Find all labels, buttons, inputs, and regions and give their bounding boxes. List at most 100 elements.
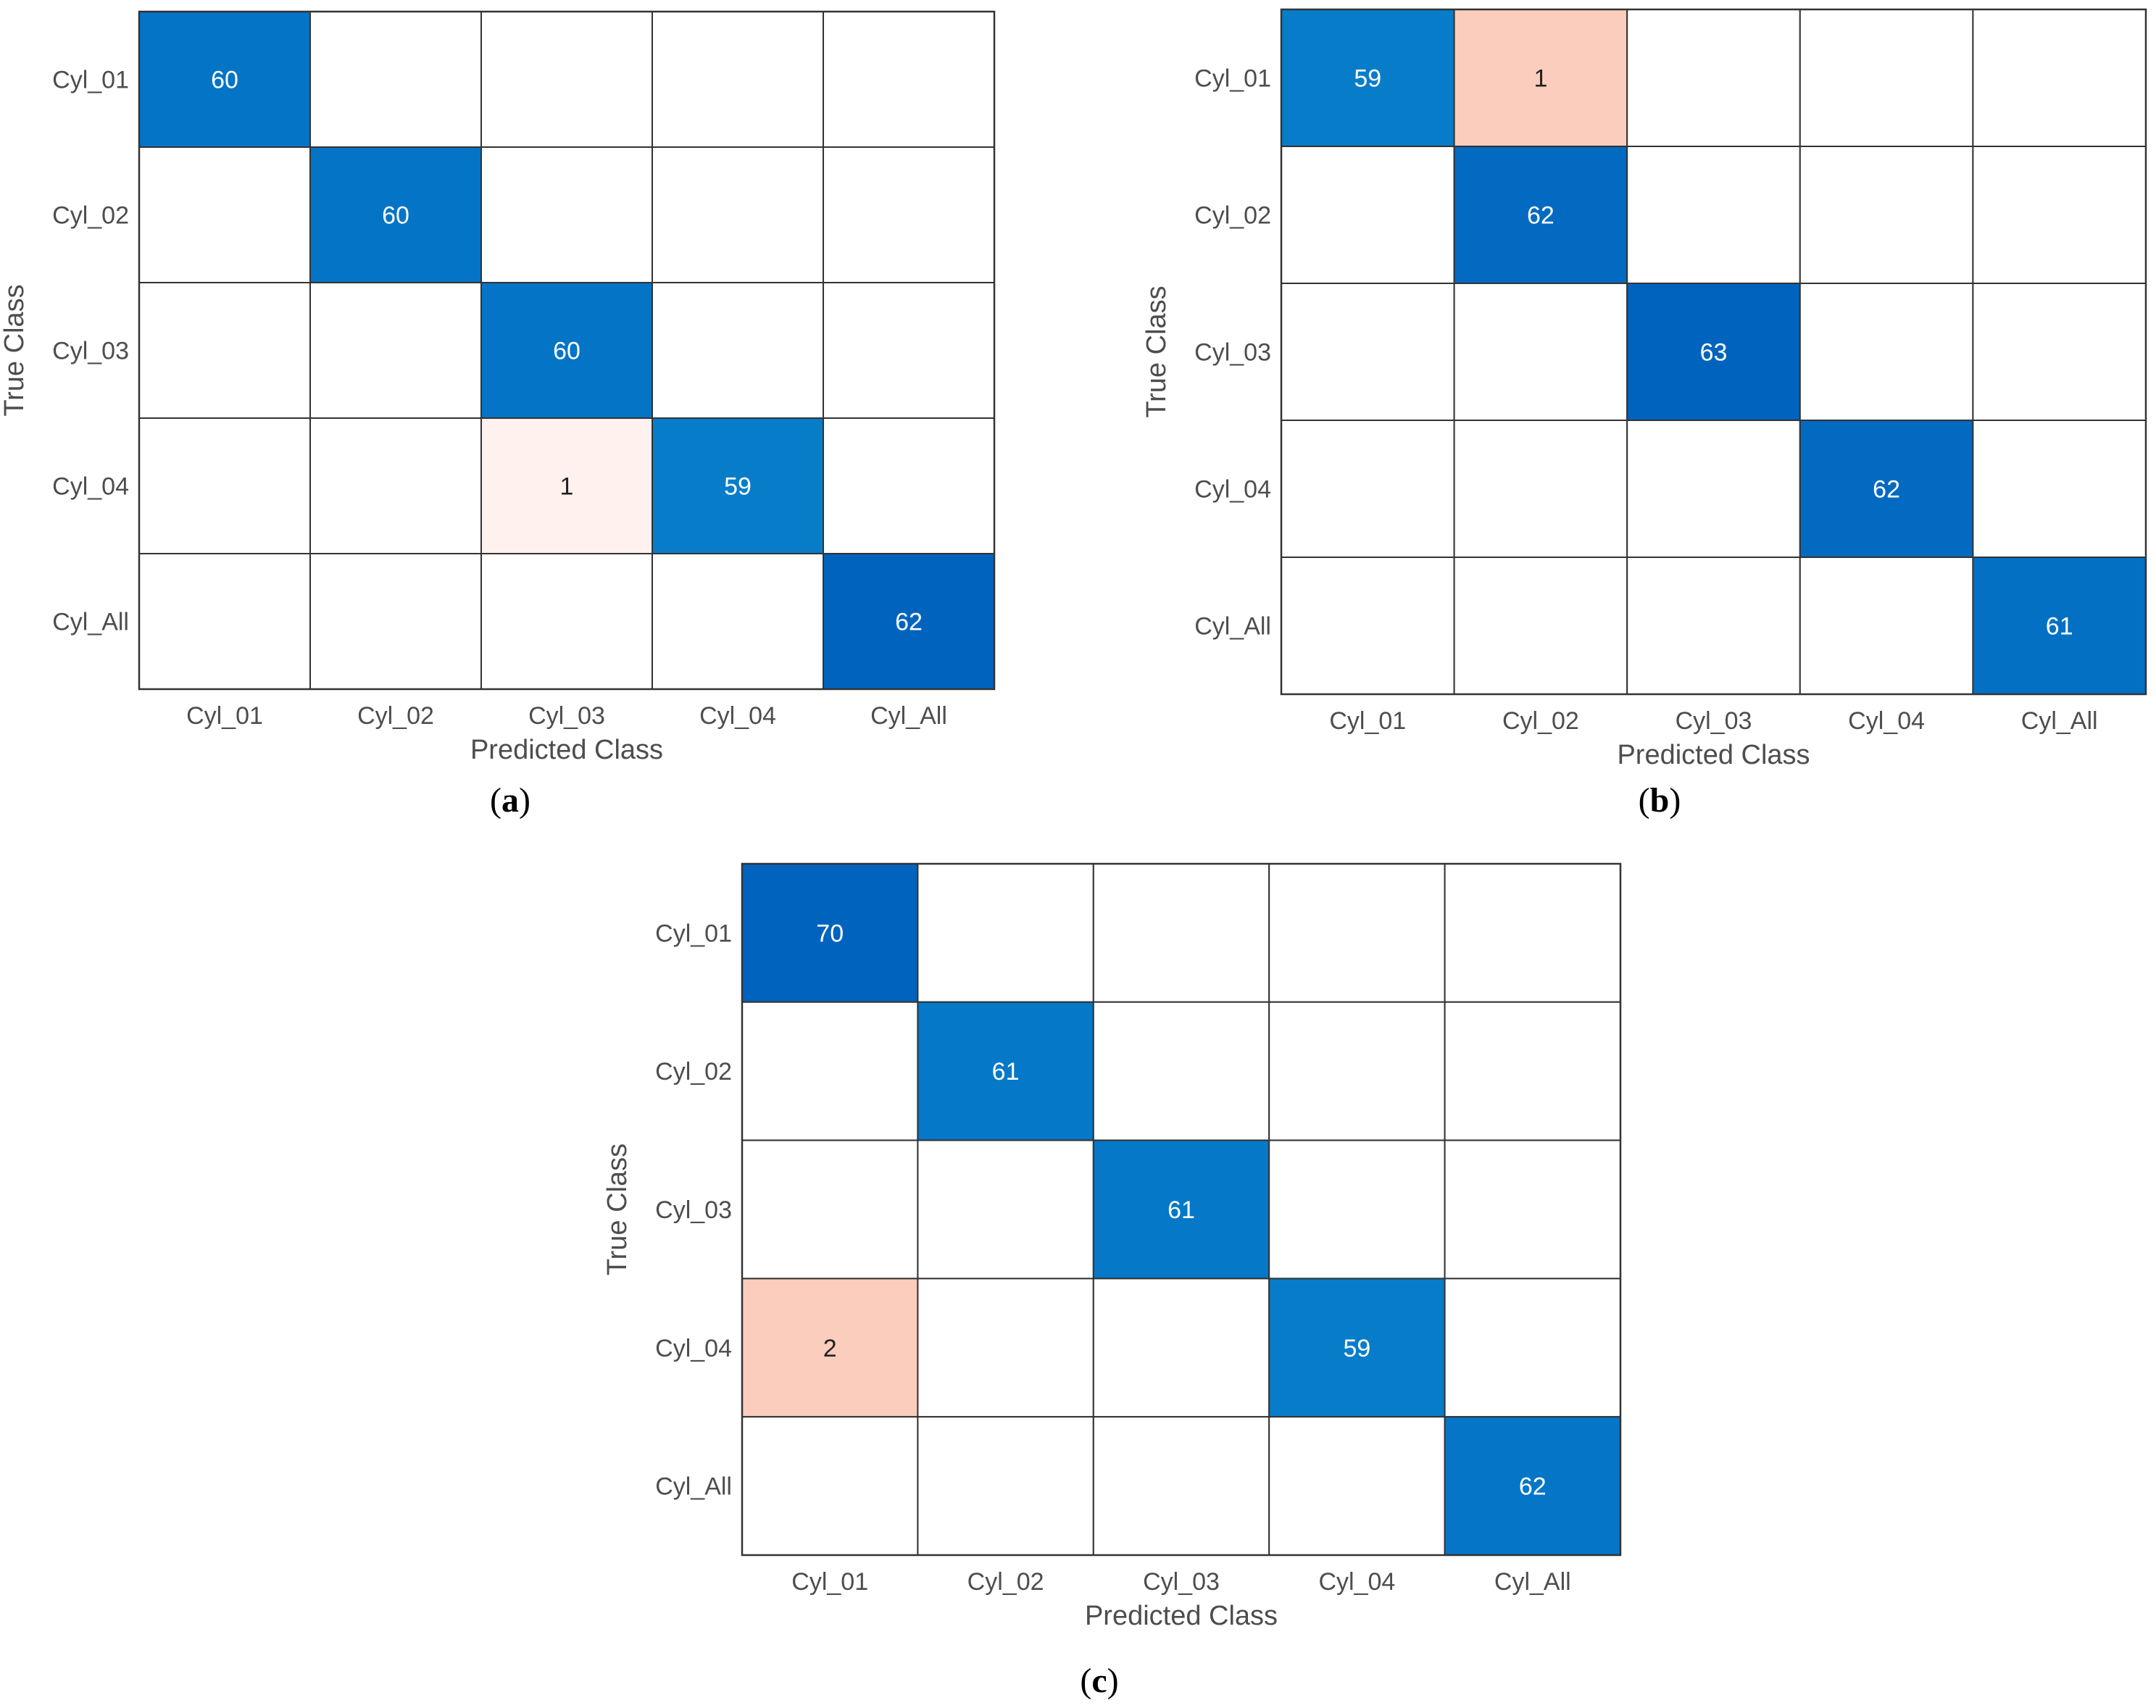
y-tick-label: Cyl_All [1194, 613, 1271, 641]
cell-4-4 [823, 553, 995, 690]
y-tick-label: Cyl_04 [655, 1335, 732, 1362]
cell-2-3 [1268, 1139, 1446, 1280]
cell-value: 62 [1519, 1473, 1547, 1501]
cell-2-3 [652, 282, 824, 419]
cell-0-0 [741, 863, 919, 1003]
cell-4-3 [1268, 1416, 1446, 1556]
panel-caption: (a) [490, 781, 530, 820]
x-tick-label: Cyl_All [2021, 707, 2098, 735]
cell-1-0 [138, 146, 311, 283]
cell-value: 70 [816, 920, 844, 947]
cell-1-4 [1972, 146, 2147, 284]
cell-4-0 [1281, 557, 1455, 695]
cell-3-0 [741, 1278, 919, 1418]
x-tick-label: Cyl_01 [1329, 707, 1406, 735]
cell-4-1 [309, 553, 482, 690]
y-tick-label: Cyl_All [655, 1473, 732, 1501]
x-tick-label: Cyl_01 [791, 1568, 868, 1596]
cell-3-4 [1444, 1278, 1621, 1418]
cell-1-4 [1444, 1001, 1621, 1141]
x-axis-label: Predicted Class [1085, 1601, 1278, 1631]
x-tick-label: Cyl_03 [1676, 707, 1752, 735]
cell-3-1 [1453, 420, 1628, 558]
cell-1-2 [1092, 1001, 1270, 1141]
y-tick-label: Cyl_03 [52, 338, 129, 365]
cell-0-0 [138, 11, 311, 148]
cell-4-4 [1444, 1416, 1621, 1556]
cell-2-1 [1453, 283, 1628, 421]
cell-1-2 [1626, 146, 1801, 284]
cell-3-1 [917, 1278, 1094, 1418]
y-tick-label: Cyl_02 [1194, 202, 1271, 230]
cell-1-3 [1268, 1001, 1446, 1141]
cell-3-4 [823, 417, 995, 554]
y-tick-label: Cyl_03 [655, 1196, 732, 1224]
cell-value: 60 [211, 67, 238, 94]
cell-1-1 [309, 146, 482, 283]
y-tick-label: Cyl_03 [1194, 339, 1271, 367]
x-tick-label: Cyl_02 [357, 702, 434, 730]
cell-2-2 [1626, 283, 1801, 421]
y-axis-label: True Class [602, 1143, 633, 1275]
x-tick-label: Cyl_02 [1502, 707, 1579, 735]
x-tick-label: Cyl_04 [1848, 707, 1925, 735]
cell-0-1 [1453, 9, 1628, 147]
cell-3-3 [652, 417, 824, 554]
cell-value: 61 [1168, 1196, 1195, 1224]
cell-4-0 [138, 553, 311, 690]
cell-0-3 [1268, 863, 1446, 1003]
cell-2-1 [309, 282, 482, 419]
matrix-border [1280, 8, 2147, 696]
y-tick-label: Cyl_01 [52, 67, 129, 94]
y-tick-label: Cyl_02 [52, 202, 129, 230]
cell-0-1 [917, 863, 1094, 1003]
y-axis-label: True Class [1141, 286, 1172, 417]
cell-2-0 [138, 282, 311, 419]
y-tick-label: Cyl_04 [52, 473, 129, 501]
cell-0-2 [480, 11, 653, 148]
confusion-matrix-a: 60 60 60 1 59 62 Cyl_01 Cyl_02 Cyl_03 Cyl_04 Cyl_A… [0, 10, 996, 820]
y-tick-label: Cyl_01 [1194, 65, 1271, 93]
confusion-matrix-b: 59 1 62 63 62 61 Cyl_01 Cyl_02 Cyl_03 Cyl_04 Cyl_A… [1141, 8, 2147, 820]
x-tick-label: Cyl_03 [1143, 1568, 1220, 1596]
cell-3-1 [309, 417, 482, 554]
cell-1-1 [917, 1001, 1094, 1141]
cell-0-2 [1626, 9, 1801, 147]
x-tick-label: Cyl_03 [528, 702, 605, 730]
cell-1-3 [652, 146, 824, 283]
cell-value: 60 [553, 338, 580, 365]
cell-3-3 [1268, 1278, 1446, 1418]
x-tick-label: Cyl_02 [967, 1568, 1044, 1596]
cell-2-1 [917, 1139, 1094, 1280]
x-tick-label: Cyl_All [870, 702, 947, 730]
cell-value: 62 [1873, 476, 1900, 504]
cell-4-2 [480, 553, 653, 690]
y-tick-label: Cyl_01 [655, 920, 732, 947]
cell-value: 2 [823, 1335, 837, 1362]
cell-value: 61 [992, 1058, 1020, 1086]
cell-4-3 [1799, 557, 1974, 695]
cell-3-0 [1281, 420, 1455, 558]
cell-4-0 [741, 1416, 919, 1556]
cell-0-4 [1972, 9, 2147, 147]
panel-caption: (c) [1080, 1662, 1118, 1700]
cell-3-0 [138, 417, 311, 554]
confusion-matrix-c: 70 61 61 2 59 62 Cyl_01 Cyl_02 Cyl_03 Cyl_04 Cyl_A… [602, 862, 1622, 1700]
cell-value: 60 [382, 202, 409, 230]
cell-2-3 [1799, 283, 1974, 421]
cell-value: 62 [1527, 202, 1554, 230]
x-tick-label: Cyl_04 [699, 702, 776, 730]
cell-1-3 [1799, 146, 1974, 284]
cell-4-1 [917, 1416, 1094, 1556]
cell-3-2 [1626, 420, 1801, 558]
cell-value: 59 [1354, 65, 1381, 93]
cell-value: 59 [724, 473, 752, 501]
cell-2-4 [1972, 283, 2147, 421]
cell-2-4 [823, 282, 995, 419]
cell-1-0 [1281, 146, 1455, 284]
cell-value: 59 [1343, 1335, 1370, 1362]
cell-value: 62 [895, 609, 923, 636]
x-tick-label: Cyl_All [1494, 1568, 1571, 1596]
cell-value: 63 [1700, 339, 1728, 367]
